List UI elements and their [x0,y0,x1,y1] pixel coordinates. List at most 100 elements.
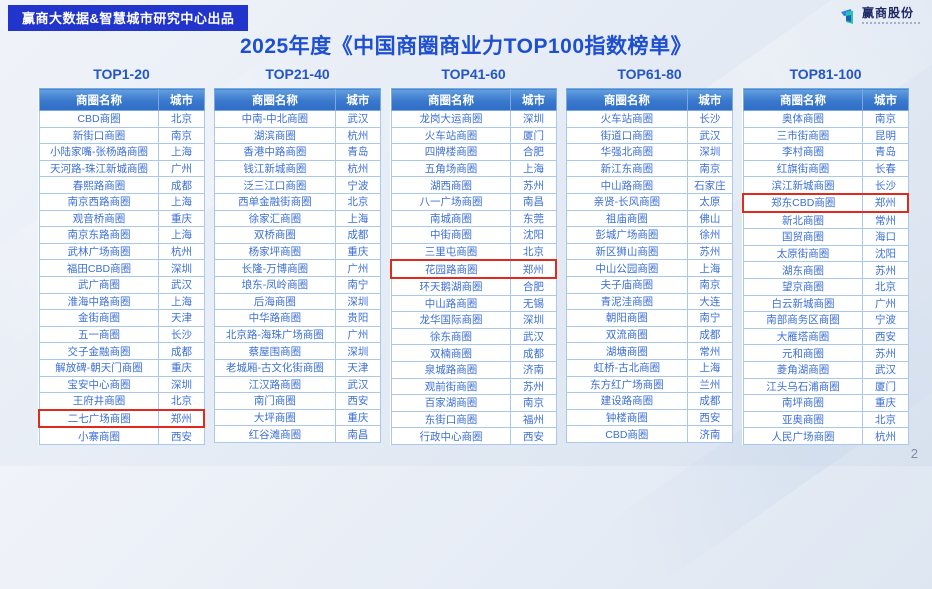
table-row: 钟楼商圈 西安 [566,408,734,427]
district-cell: 江头乌石浦商圈 [742,377,864,396]
table-row: 白云新城商圈 广州 [742,294,909,313]
district-cell: 新江东商圈 [566,159,688,178]
district-cell: 南部商务区商圈 [742,311,864,329]
district-cell: 南城商圈 [390,209,512,228]
city-cell: 南京 [510,394,557,412]
district-cell: CBD商圈 [38,110,160,128]
city-cell: 苏州 [510,176,557,194]
city-cell: 天津 [158,309,205,327]
table-row: 国贸商圈 海口 [742,228,909,246]
header-row: 商圈名称 城市 [390,88,557,111]
district-cell: 龙岗大运商圈 [390,110,512,128]
group-label: TOP61-80 [617,66,682,82]
city-cell: 重庆 [158,209,205,228]
city-cell: 济南 [686,425,734,443]
table-row: 南坪商圈 重庆 [742,394,909,412]
city-cell: 深圳 [510,110,557,128]
table-row: 泛三江口商圈 宁波 [214,176,382,194]
district-cell: 国贸商圈 [742,228,864,246]
district-cell: 三市街商圈 [742,126,864,145]
district-cell: 八一广场商圈 [390,192,512,211]
district-cell: 百家湖商圈 [390,394,512,412]
district-cell: 三里屯商圈 [390,242,512,261]
ranking-table: 商圈名称 城市 中南-中北商圈 武汉 湖滨商圈 杭州 香港中路商圈 青岛 钱江新城商圈 杭州泛… [214,88,382,443]
table-row: 交子金融商圈 成都 [38,342,205,360]
district-cell: 解放碑-朝天门商圈 [38,358,160,377]
city-cell: 武汉 [158,275,205,294]
city-cell: 杭州 [334,126,382,145]
district-cell: 华强北商圈 [566,143,688,161]
district-cell: 淮海中路商圈 [38,292,160,311]
district-header: 商圈名称 [742,88,864,111]
district-cell: 龙华国际商圈 [390,311,512,329]
district-cell: 南门商圈 [214,392,336,410]
ranking-table: 商圈名称 城市 奥体商圈 南京 三市街商圈 昆明 李村商圈 青岛 红旗街商圈 长春 滨江新城商圈… [742,88,910,445]
district-cell: 红谷滩商圈 [214,425,336,443]
district-cell: 北京路-海珠广场商圈 [214,325,336,344]
district-cell: 二七广场商圈 [38,408,160,429]
district-cell: 花园路商圈 [390,259,512,279]
table-row: 朝阳商圈 南宁 [566,309,734,327]
city-cell: 成都 [334,226,382,244]
city-cell: 武汉 [510,327,557,346]
city-header: 城市 [862,88,909,111]
city-cell: 西安 [862,327,909,346]
table-row: 湖塘商圈 常州 [566,342,734,360]
city-cell: 南京 [686,159,734,178]
district-cell: 太原街商圈 [742,244,864,263]
group-label: TOP41-60 [441,66,506,82]
page-title: 2025年度《中国商圈商业力TOP100指数榜单》 [239,35,693,58]
city-cell: 武汉 [862,360,909,379]
district-cell: 虹桥-古北商圈 [566,358,688,377]
city-cell: 深圳 [334,342,382,360]
district-cell: CBD商圈 [566,425,688,443]
district-cell: 元和商圈 [742,344,864,362]
table-row: 三市街商圈 昆明 [742,126,909,145]
district-cell: 环天鹅湖商圈 [390,277,512,296]
district-cell: 东街口商圈 [390,410,512,429]
district-cell: 滨江新城商圈 [742,176,864,195]
city-cell: 长沙 [158,325,205,344]
winshang-logo-icon [841,9,853,24]
table-row: 南门商圈 西安 [214,392,382,410]
city-header: 城市 [510,88,557,111]
table-row: 西单金融街商圈 北京 [214,192,382,211]
table-row: 宝安中心商圈 深圳 [38,375,205,394]
district-cell: 青泥洼商圈 [566,292,688,311]
district-cell: 武广商圈 [38,275,160,294]
district-cell: 菱角湖商圈 [742,360,864,379]
table-row-highlighted: 二七广场商圈 郑州 [38,408,206,429]
table-row: 火车站商圈 长沙 [566,110,734,128]
city-cell: 广州 [862,294,909,313]
table-row: 南京西路商圈 上海 [38,192,205,211]
city-cell: 北京 [862,277,909,296]
ranking-group-5: TOP81-100 商圈名称 城市 奥体商圈 南京 三市街商圈 昆明 李村商圈 青岛 红旗街… [742,66,910,445]
table-row: 观前街商圈 苏州 [390,377,557,396]
table-row: 解放碑-朝天门商圈 重庆 [38,358,205,377]
city-cell: 厦门 [862,377,909,396]
city-cell: 上海 [158,143,205,161]
city-cell: 南昌 [510,192,557,211]
table-row: 长隆-万博商圈 广州 [214,259,382,277]
district-cell: 望京商圈 [742,277,864,296]
city-cell: 上海 [334,209,382,228]
city-cell: 深圳 [158,259,205,277]
city-cell: 北京 [158,392,205,411]
table-row: 街道口商圈 武汉 [566,126,734,145]
city-cell: 苏州 [510,377,557,396]
city-cell: 重庆 [334,242,382,261]
logo-text: 赢商股份 [862,6,915,20]
city-cell: 上海 [158,226,205,244]
district-cell: 观音桥商圈 [38,209,160,228]
district-cell: 中南-中北商圈 [214,110,336,128]
district-cell: 钟楼商圈 [566,408,688,427]
district-cell: 朝阳商圈 [566,309,688,327]
city-cell: 南宁 [334,275,382,294]
table-row: 滨江新城商圈 长沙 [742,176,909,195]
table-row: 观音桥商圈 重庆 [38,209,205,228]
city-cell: 长沙 [686,110,734,128]
table-row: 蔡屋围商圈 深圳 [214,342,382,360]
table-row: 徐家汇商圈 上海 [214,209,382,228]
table-row: 火车站商圈 厦门 [390,126,557,145]
district-header: 商圈名称 [566,88,688,111]
